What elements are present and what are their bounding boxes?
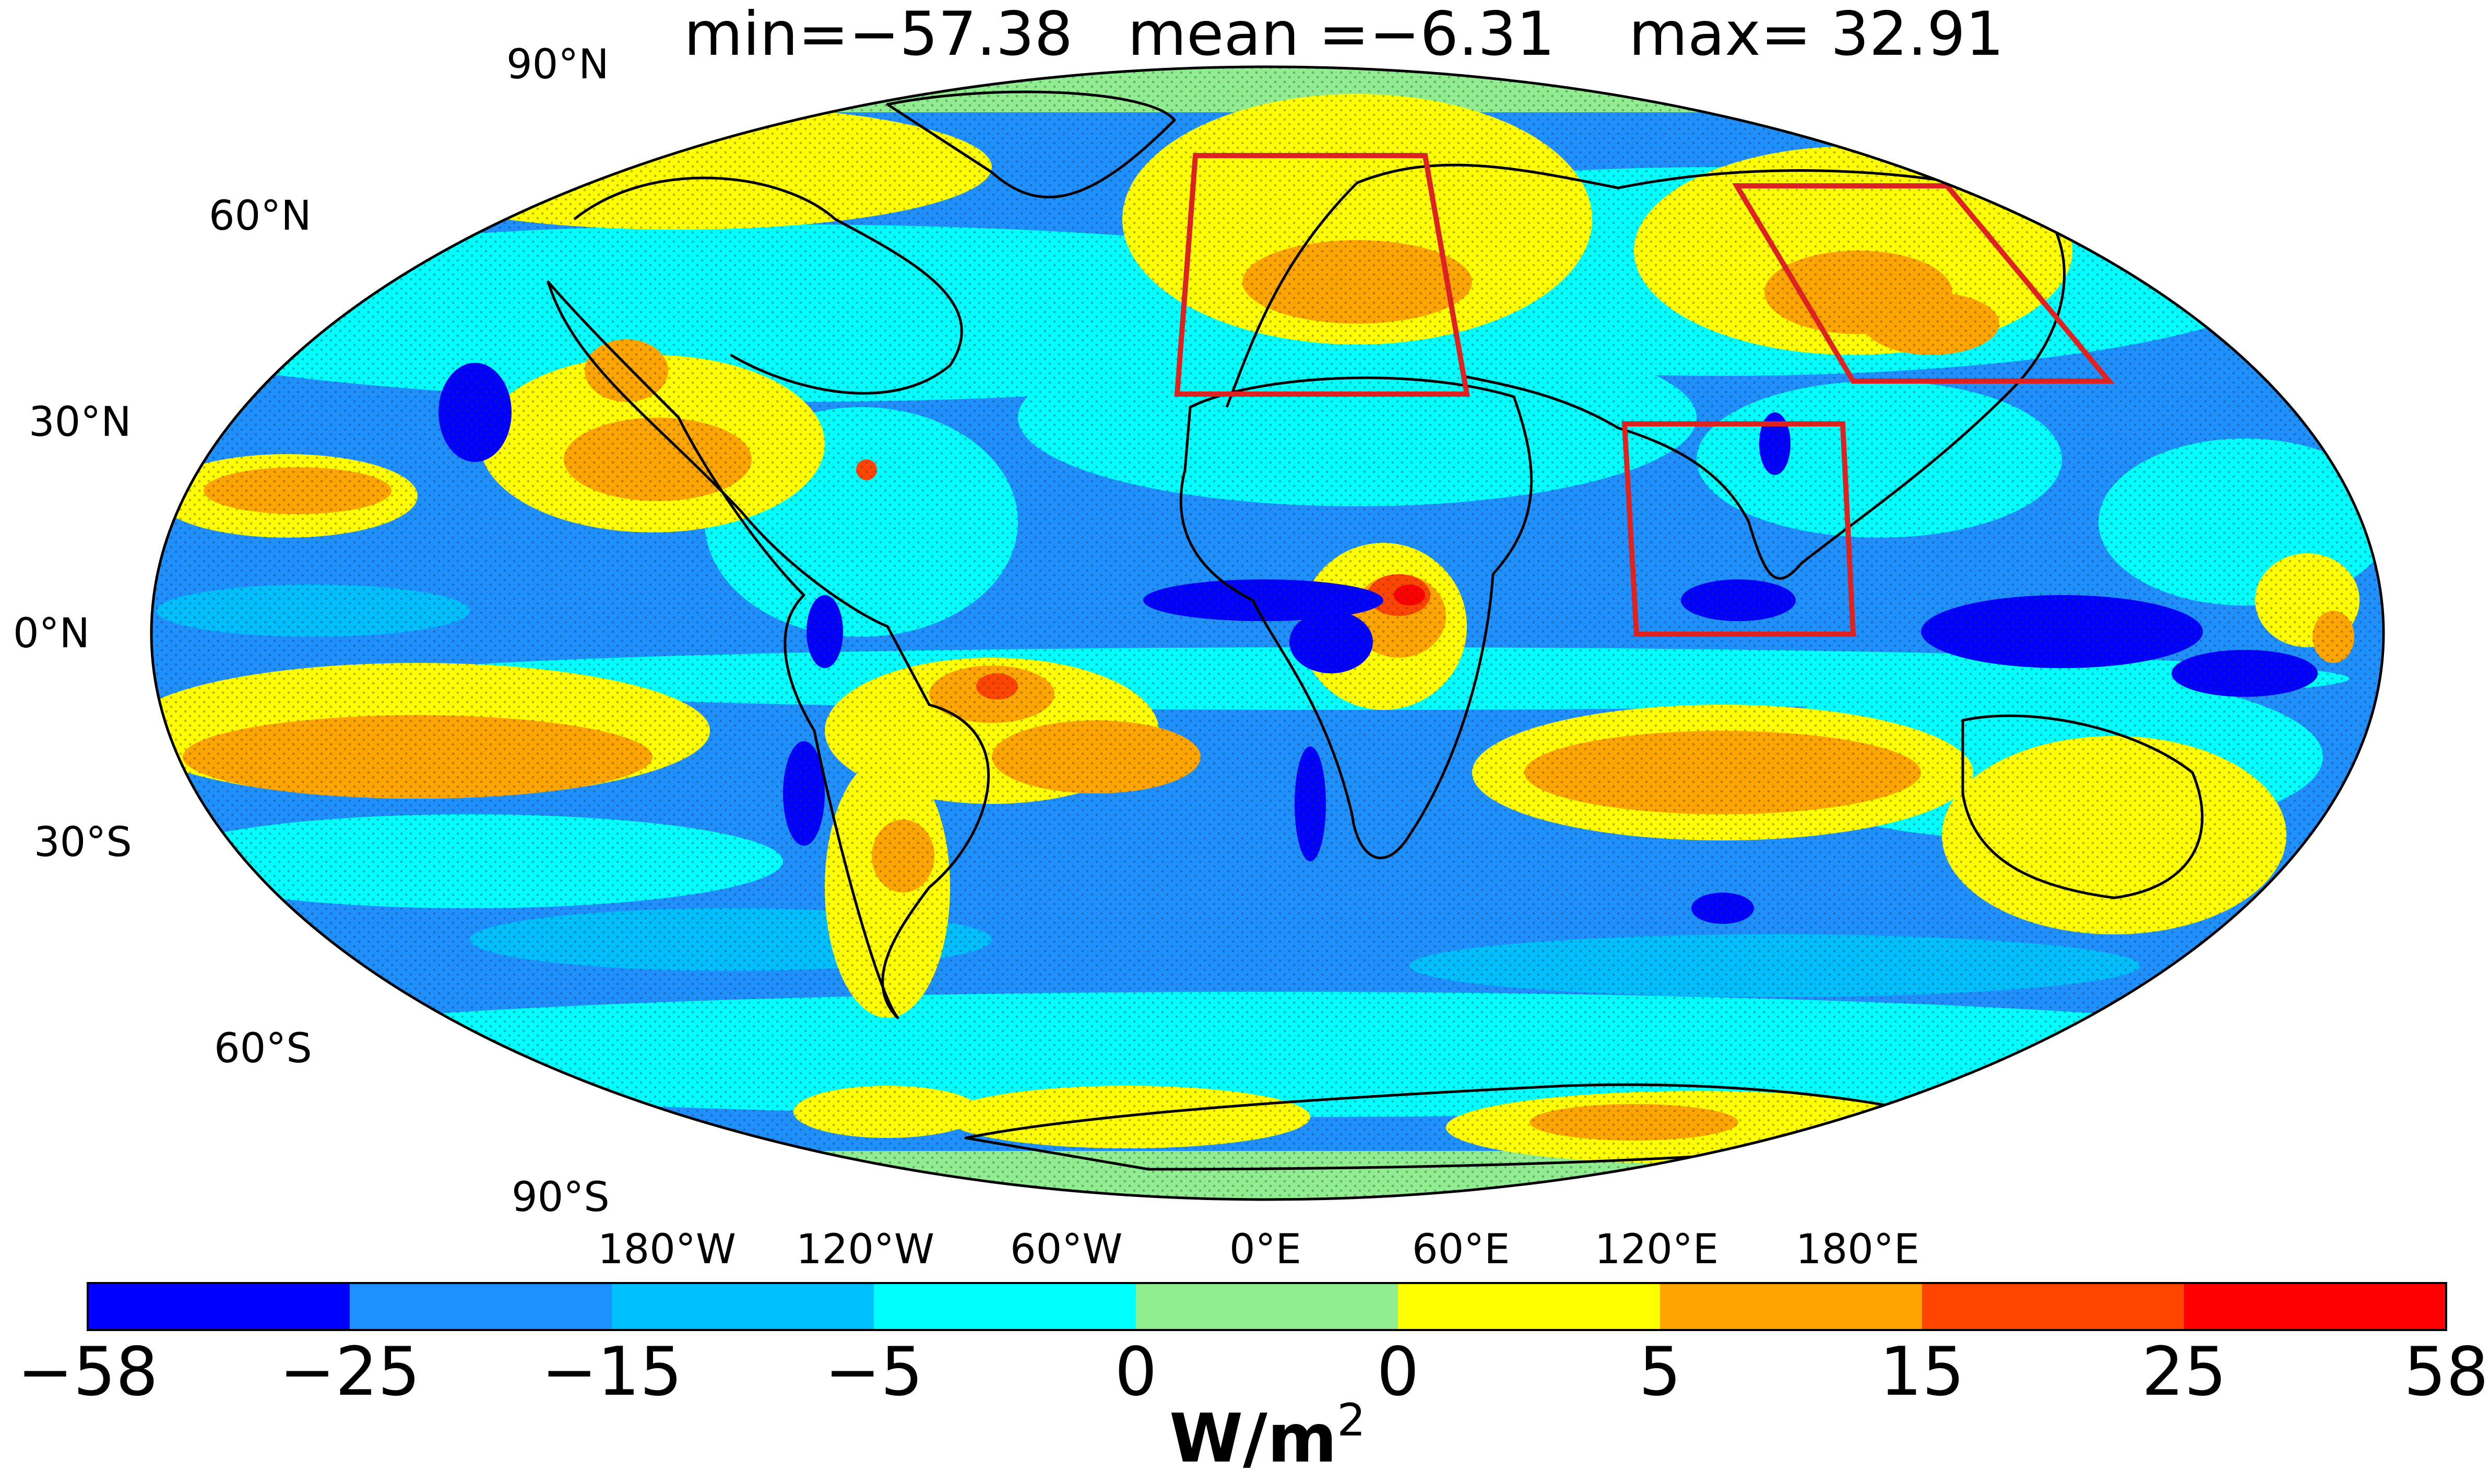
colorbar-swatches bbox=[88, 1283, 2447, 1330]
colorbar-swatch bbox=[350, 1283, 612, 1330]
lon-label-0e: 0°E bbox=[1229, 1226, 1301, 1273]
lon-label-120e: 120°E bbox=[1595, 1226, 1718, 1273]
colorbar-tick-label: 5 bbox=[1639, 1333, 1681, 1411]
region-box-europe bbox=[1174, 153, 1470, 397]
lon-label-180w: 180°W bbox=[598, 1226, 736, 1273]
stat-mean: mean =−6.31 bbox=[1128, 0, 1555, 69]
colorbar-tick-label: −15 bbox=[541, 1333, 682, 1411]
lat-label-60n: 60°N bbox=[209, 193, 312, 240]
colorbar-swatch bbox=[1660, 1283, 1923, 1330]
lon-label-180e: 180°E bbox=[1796, 1226, 1919, 1273]
colorbar-tick-labels: −58 −25 −15 −5 0 0 5 15 25 58 bbox=[17, 1333, 2489, 1411]
lat-label-90s: 90°S bbox=[512, 1174, 610, 1221]
coastlines bbox=[547, 90, 2204, 1171]
lon-label-60w: 60°W bbox=[1010, 1226, 1122, 1273]
colorbar-unit: W/m2 bbox=[1169, 1394, 1366, 1478]
stat-min: min=−57.38 bbox=[684, 0, 1073, 69]
lat-label-0n: 0°N bbox=[13, 610, 90, 657]
colorbar-swatch bbox=[1136, 1283, 1398, 1330]
colorbar-swatch bbox=[1398, 1283, 1661, 1330]
significance-stippling bbox=[151, 67, 2384, 1200]
colorbar-tick-label: 0 bbox=[1377, 1333, 1419, 1411]
colorbar-tick-label: −5 bbox=[825, 1333, 923, 1411]
latitude-labels: 90°N 60°N 30°N 0°N 30°S 60°S 90°S bbox=[13, 41, 610, 1221]
region-boxes bbox=[1174, 153, 2115, 637]
colorbar-tick-label: −25 bbox=[279, 1333, 420, 1411]
lat-label-90n: 90°N bbox=[506, 41, 609, 88]
colorbar-tick-label: 58 bbox=[2404, 1333, 2489, 1411]
lat-label-60s: 60°S bbox=[214, 1025, 312, 1072]
lon-label-60e: 60°E bbox=[1412, 1226, 1510, 1273]
colorbar-tick-label: 15 bbox=[1880, 1333, 1965, 1411]
colorbar-unit-base: W/m bbox=[1169, 1400, 1337, 1478]
colorbar-swatch bbox=[88, 1283, 350, 1330]
lat-label-30s: 30°S bbox=[34, 819, 132, 866]
colorbar-swatch bbox=[2184, 1283, 2447, 1330]
colorbar-swatch bbox=[1922, 1283, 2185, 1330]
longitude-labels: 180°W 120°W 60°W 0°E 60°E 120°E 180°E bbox=[598, 1226, 1919, 1273]
map: 90°N 60°N 30°N 0°N 30°S 60°S 90°S 180°W … bbox=[13, 41, 2385, 1273]
globe-outline bbox=[150, 65, 2385, 1201]
colorbar-swatch bbox=[612, 1283, 874, 1330]
stat-max: max= 32.91 bbox=[1629, 0, 2004, 69]
region-box-east-asia bbox=[1732, 183, 2115, 384]
colorbar-outline bbox=[87, 1282, 2447, 1331]
colorbar: −58 −25 −15 −5 0 0 5 15 25 58 W/m2 bbox=[17, 1282, 2489, 1478]
colorbar-tick-label: 25 bbox=[2142, 1333, 2227, 1411]
colorbar-tick-label: −58 bbox=[17, 1333, 158, 1411]
lat-label-30n: 30°N bbox=[29, 399, 132, 446]
colorbar-tick-label: 0 bbox=[1114, 1333, 1157, 1411]
region-box-south-asia bbox=[1621, 421, 1856, 637]
colorbar-unit-superscript: 2 bbox=[1337, 1394, 1366, 1446]
colorbar-swatch bbox=[874, 1283, 1136, 1330]
lon-label-120w: 120°W bbox=[796, 1226, 934, 1273]
